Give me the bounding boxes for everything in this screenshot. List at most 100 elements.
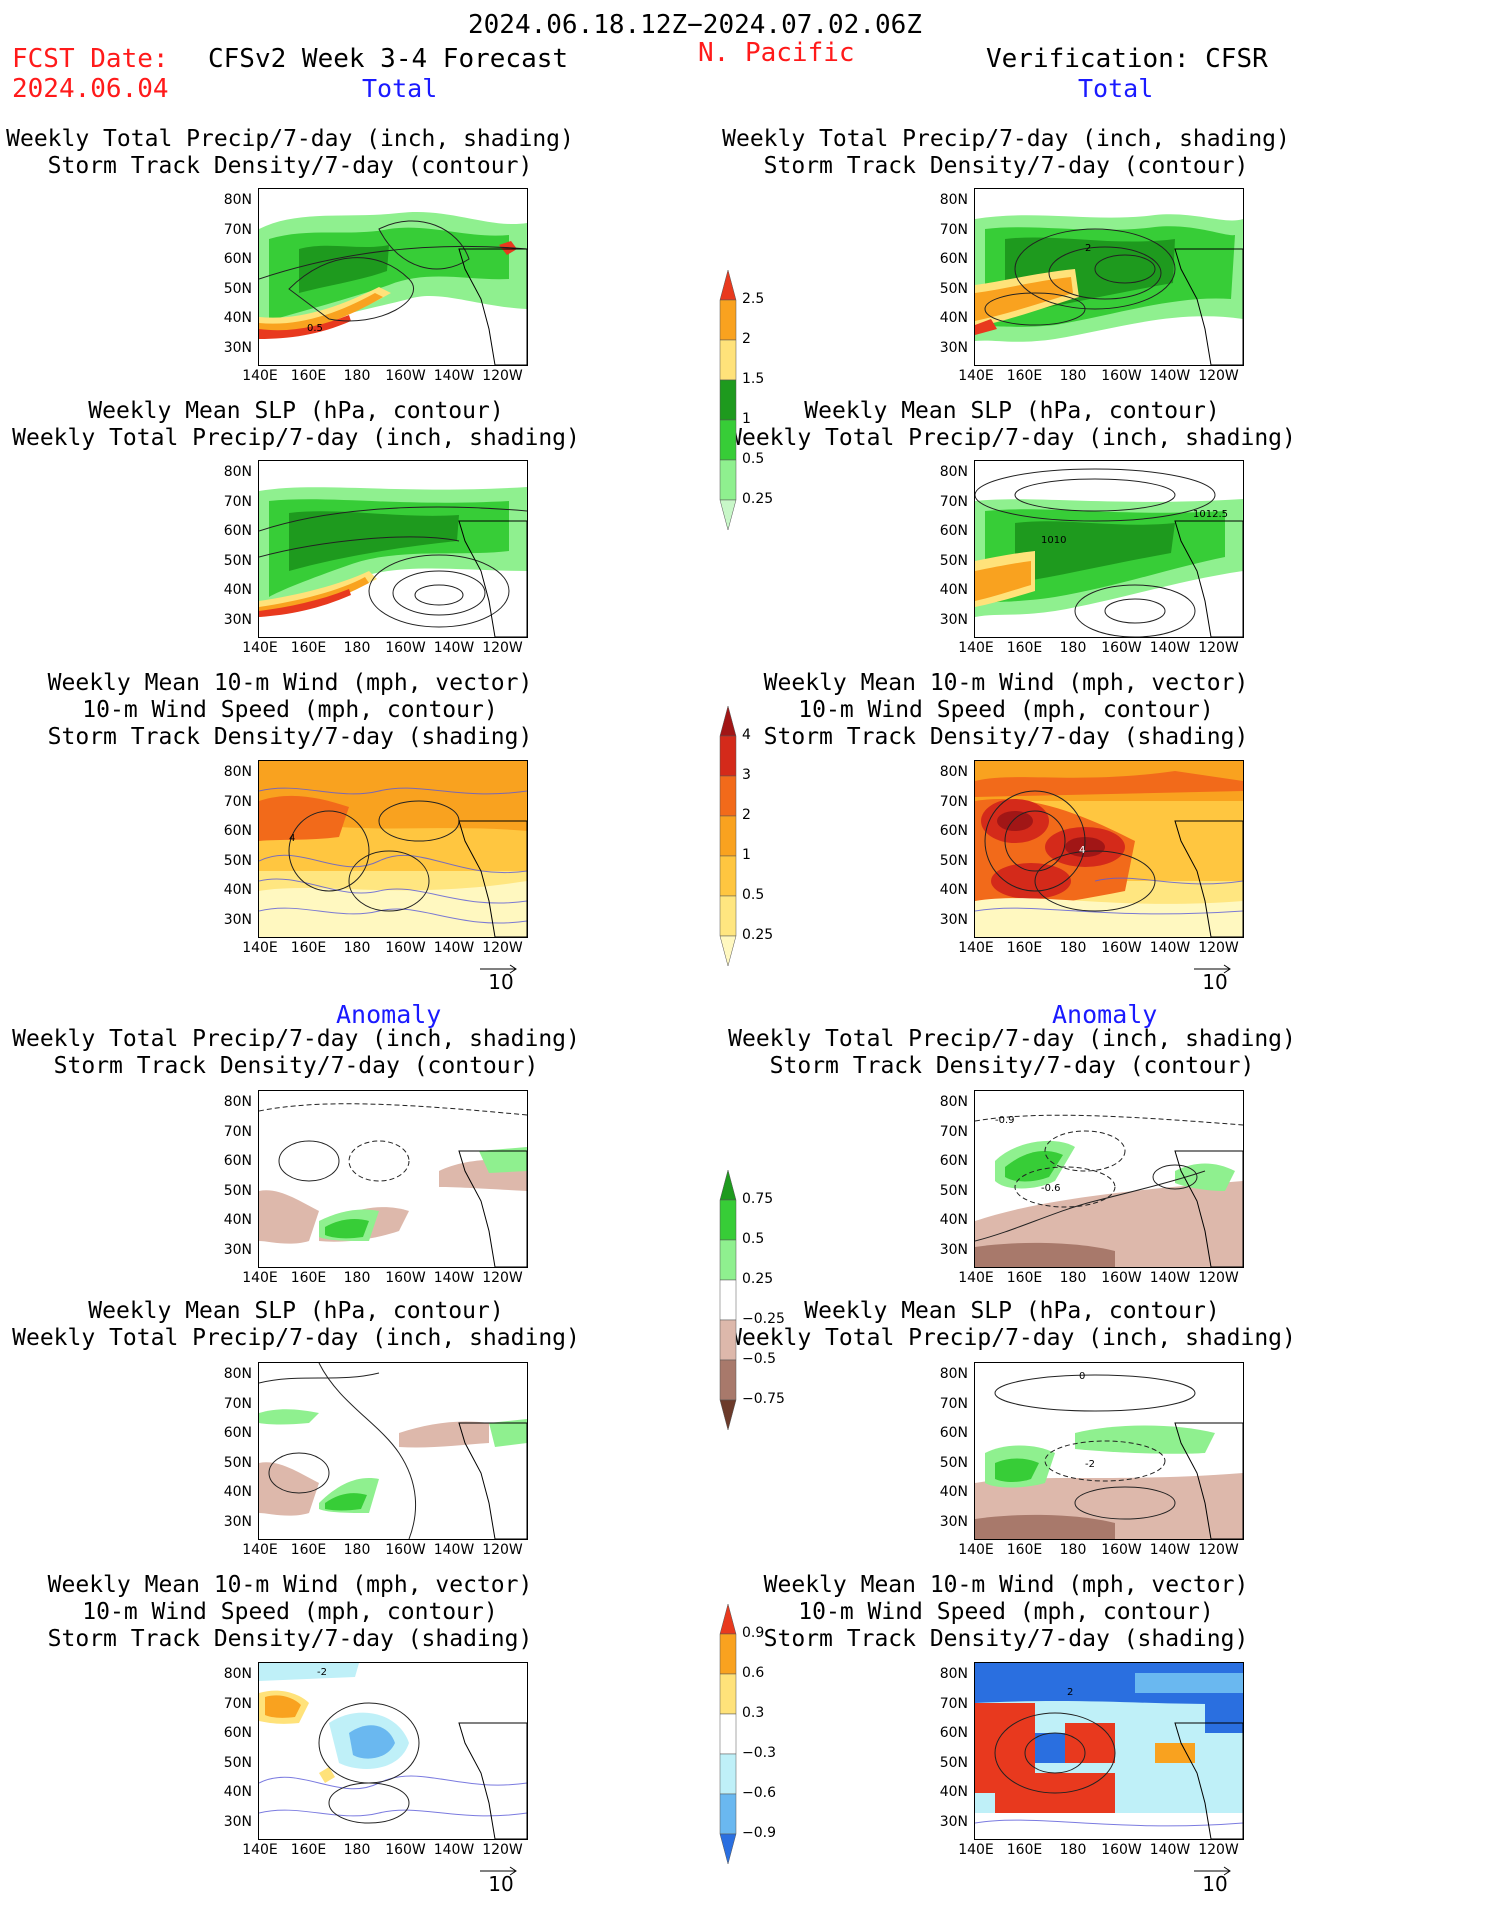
lon-tick-label: 180 [343,368,371,384]
lat-tick-label: 40N [223,310,252,326]
lon-tick-label: 160E [1006,368,1043,384]
lon-tick-label: 140W [1149,640,1191,656]
lon-tick-label: 140E [958,368,994,384]
f-anom-vector-ref-value: 10 [488,1872,514,1896]
lat-tick-label: 70N [223,1395,252,1412]
verification-wind-anom-map: 2 [974,1662,1244,1840]
lon-tick-label: 140W [1149,940,1191,956]
f-precip-anom-title: Weekly Total Precip/7-day (inch, shading… [12,1026,580,1079]
colorbar-segment [719,1169,737,1201]
v-slp-anom-title: Weekly Mean SLP (hPa, contour) Weekly To… [728,1298,1296,1351]
colorbar-segment [719,339,737,381]
v-total-vector-ref-value: 10 [1202,970,1228,994]
colorbar-tick-label: −0.5 [742,1351,776,1367]
lat-tick-label: 30N [939,339,968,356]
colorbar-segment [719,1713,737,1755]
colorbar-segment [719,855,737,897]
f-slp-total-title: Weekly Mean SLP (hPa, contour) Weekly To… [12,398,580,451]
lon-tick-label: 160W [1101,368,1142,384]
storm-total-colorbar: 4 3 2 1 0.5 0.25 [718,704,773,972]
colorbar-segment [719,1399,737,1431]
lat-tick-label: 50N [223,280,252,297]
lon-tick-label: 120W [482,1842,523,1858]
lat-tick-label: 30N [223,1241,252,1258]
lon-tick-label: 180 [343,640,371,656]
lat-tick-label: 60N [939,523,968,539]
lon-tick-label: 140E [242,1270,278,1286]
arrow-right-icon [480,964,517,974]
lon-tick-label: 140W [1149,1842,1191,1858]
colorbar-segment [719,459,737,501]
lon-tick-label: 120W [482,940,523,956]
colorbar-tick-label: 0.3 [742,1705,765,1721]
lat-tick-label: 50N [939,1182,968,1199]
forecast-total-label: Total [362,74,438,103]
lat-tick-label: 70N [223,221,252,238]
colorbar-tick-label: −0.25 [742,1311,785,1327]
colorbar-tick-label: 0.5 [742,1231,765,1247]
lat-tick-label: 40N [939,882,968,898]
verification-precip-total-map: 2 [974,188,1244,366]
lon-tick-label: 140E [958,940,994,956]
lon-tick-label: 160W [1101,1842,1142,1858]
colorbar-tick-label: 2.5 [742,291,765,307]
lat-tick-label: 30N [223,611,252,628]
v-wind-contour-label: 4 [1079,845,1085,856]
lon-tick-label: 180 [1059,640,1087,656]
lat-tick-label: 80N [223,1666,252,1682]
lat-tick-label: 70N [223,1123,252,1140]
lon-tick-label: 120W [1198,940,1239,956]
lat-tick-label: 30N [223,1513,252,1530]
lon-tick-label: 120W [1198,1542,1239,1558]
lon-tick-label: 160E [1006,1270,1043,1286]
lon-tick-label: 140W [1149,1270,1191,1286]
f-anom-vector-ref: 10 [476,1862,526,1896]
forecast-anomaly-label: Anomaly [336,1000,442,1029]
lon-tick-label: 120W [482,368,523,384]
colorbar-tick-label: 4 [742,727,751,743]
lat-tick-label: 30N [223,1813,252,1830]
lat-tick-label: 40N [223,882,252,898]
v-precip-total-title: Weekly Total Precip/7-day (inch, shading… [722,126,1290,179]
lon-tick-label: 160W [385,1542,426,1558]
v-anom-vector-ref: 10 [1190,1862,1240,1896]
lon-tick-label: 160W [385,368,426,384]
v-slp-anom-contour-label: -2 [1085,1459,1095,1470]
colorbar-segment [719,1633,737,1675]
lon-tick-label: 160W [1101,640,1142,656]
lon-tick-label: 140W [433,1542,475,1558]
lon-tick-label: 160W [1101,1542,1142,1558]
colorbar-segment [719,895,737,937]
lon-tick-label: 140W [433,368,475,384]
lat-tick-label: 60N [223,1153,252,1169]
lat-tick-label: 60N [223,251,252,267]
f-precip-contour-label: 0.5 [307,323,323,334]
lat-tick-label: 60N [223,1725,252,1741]
f-slp-anom-title: Weekly Mean SLP (hPa, contour) Weekly To… [12,1298,580,1351]
v-anom-vector-ref-value: 10 [1202,1872,1228,1896]
lon-tick-label: 160E [290,1270,327,1286]
colorbar-segment [719,1239,737,1281]
forecast-precip-anom-map [258,1090,528,1268]
colorbar-segment [719,935,737,967]
verification-wind-total-map: 4 [974,760,1244,938]
colorbar-segment [719,705,737,737]
lat-tick-label: 50N [223,852,252,869]
lat-tick-label: 50N [939,552,968,569]
lon-tick-label: 140E [242,640,278,656]
v-wind-anom-title: Weekly Mean 10-m Wind (mph, vector) 10-m… [763,1572,1249,1652]
lon-tick-label: 160E [290,940,327,956]
f-wind-anom-title: Weekly Mean 10-m Wind (mph, vector) 10-m… [47,1572,533,1652]
lon-tick-label: 160E [1006,640,1043,656]
verification-precip-anom-map: -0.9 -0.6 [974,1090,1244,1268]
verification-slp-total-map: 1010 1012.5 [974,460,1244,638]
colorbar-tick-label: 0.25 [742,1271,774,1287]
v-precip-anom-contour-label: -0.9 [995,1115,1015,1126]
lat-tick-label: 60N [939,823,968,839]
lon-tick-label: 160E [290,1842,327,1858]
lat-tick-label: 30N [939,1241,968,1258]
f-wind-total-title: Weekly Mean 10-m Wind (mph, vector) 10-m… [47,670,533,750]
colorbar-tick-label: 2 [742,807,751,823]
lon-tick-label: 180 [1059,1842,1087,1858]
colorbar-segment [719,735,737,777]
